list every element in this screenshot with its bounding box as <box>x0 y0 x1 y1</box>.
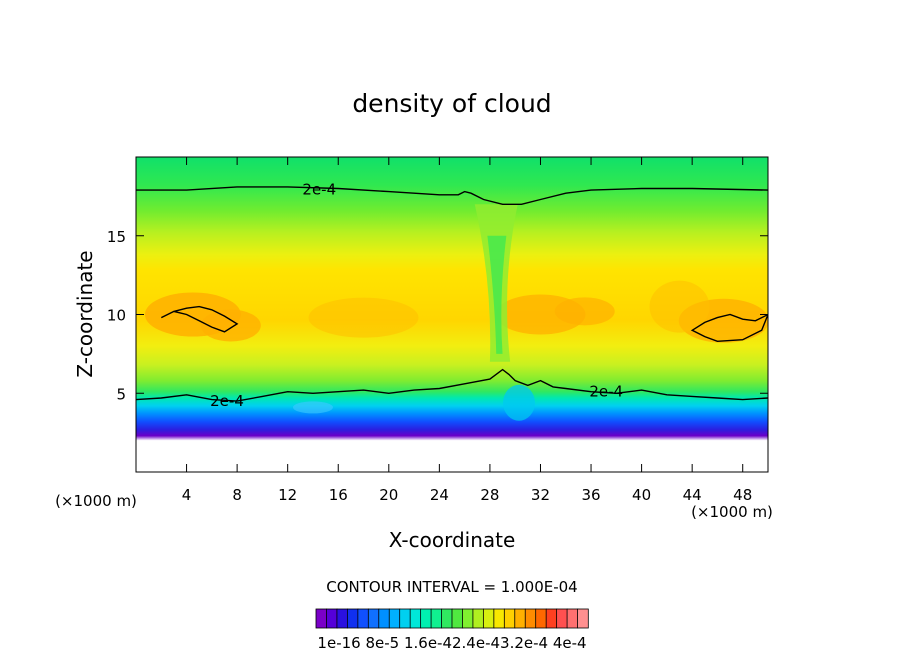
contour-interval-text: CONTOUR INTERVAL = 1.000E-04 <box>326 578 577 596</box>
y-tick-label: 15 <box>107 228 126 246</box>
contour-label: 2e-4 <box>210 392 244 410</box>
colorbar-swatch <box>514 608 526 629</box>
chart-title: density of cloud <box>352 89 551 118</box>
x-tick-label: 36 <box>581 486 600 504</box>
x-tick-label: 4 <box>182 486 192 504</box>
x-tick-label: 8 <box>232 486 242 504</box>
x-tick-label: 32 <box>531 486 550 504</box>
svg-text:2e-4: 2e-4 <box>589 383 623 401</box>
colorbar-swatch <box>524 608 537 629</box>
colorbar-swatch <box>367 608 380 629</box>
field-blob <box>502 384 535 421</box>
contour-lines: 2e-4 2e-4 2e-4 <box>136 180 768 410</box>
x-tick-label: 20 <box>379 486 398 504</box>
colorbar-swatch <box>326 608 338 629</box>
colorbar-labels: 1e-16 8e-5 1.6e-42.4e-43.2e-4 4e-4 <box>317 634 586 652</box>
field-features <box>144 204 768 421</box>
contour-label: 2e-4 <box>589 383 623 401</box>
y-axis-label: Z-coordinate <box>73 250 97 377</box>
field-blob <box>649 280 710 333</box>
contour-line <box>136 186 768 205</box>
colorbar-swatch <box>482 608 495 629</box>
x-tick-label: 24 <box>430 486 449 504</box>
y-tick-label: 10 <box>107 307 126 325</box>
field-trough-core <box>487 235 507 354</box>
field-blob <box>200 309 261 342</box>
colorbar-swatch <box>336 608 349 629</box>
field-blob <box>292 401 333 414</box>
y-axis: 5 10 15 <box>107 228 768 403</box>
x-axis: 4 8 12 16 20 24 28 32 36 40 44 48 <box>182 157 752 504</box>
colorbar-swatch <box>556 608 568 629</box>
x-tick-label: 28 <box>480 486 499 504</box>
svg-text:2e-4: 2e-4 <box>302 180 336 198</box>
colorbar-swatch <box>430 608 443 629</box>
colorbar-swatch <box>315 608 328 629</box>
x-unit-label-right: (×1000 m) <box>691 503 773 521</box>
colorbar-swatch <box>346 608 359 629</box>
field-blob <box>554 297 615 326</box>
colorbar-swatch <box>493 608 506 629</box>
colorbar-swatch <box>535 608 547 629</box>
colorbar-swatch <box>451 608 464 629</box>
colorbar <box>315 608 589 629</box>
colorbar-swatch <box>472 608 485 629</box>
y-tick-label: 5 <box>116 385 126 403</box>
colorbar-swatch <box>388 608 401 629</box>
x-unit-label: (×1000 m) <box>55 492 137 510</box>
field-blob <box>308 297 419 338</box>
contour-line <box>136 368 768 402</box>
colorbar-swatch <box>503 608 516 629</box>
x-tick-label: 48 <box>733 486 752 504</box>
x-tick-label: 12 <box>278 486 297 504</box>
plot-area: 2e-4 2e-4 2e-4 <box>136 157 768 472</box>
x-tick-label: 40 <box>632 486 651 504</box>
colorbar-swatch <box>420 608 432 629</box>
contour-line <box>160 305 239 333</box>
colorbar-swatch <box>378 608 390 629</box>
colorbar-swatch <box>577 608 589 629</box>
colorbar-swatch <box>566 608 579 629</box>
colorbar-swatch <box>462 608 474 629</box>
colorbar-swatch <box>399 608 411 629</box>
colorbar-swatch <box>441 608 453 629</box>
x-tick-label: 16 <box>329 486 348 504</box>
colorbar-swatch <box>409 608 422 629</box>
contour-line <box>690 313 768 343</box>
x-axis-label: X-coordinate <box>389 528 516 552</box>
contour-label: 2e-4 <box>302 180 336 198</box>
colorbar-swatch <box>357 608 370 629</box>
colorbar-swatch <box>545 608 558 629</box>
svg-text:2e-4: 2e-4 <box>210 392 244 410</box>
x-tick-label: 44 <box>683 486 702 504</box>
